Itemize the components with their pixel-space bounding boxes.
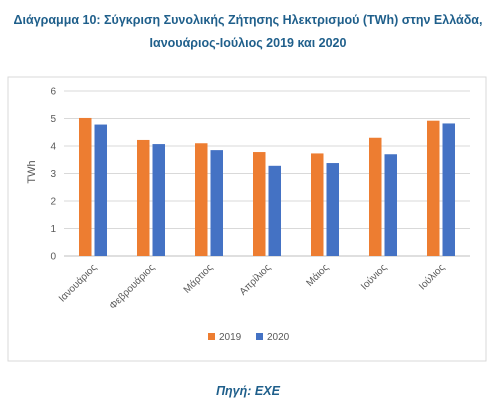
y-tick-5: 5 bbox=[50, 114, 56, 125]
bar-2019-5 bbox=[311, 153, 324, 256]
y-tick-4: 4 bbox=[50, 142, 56, 153]
bar-2020-3 bbox=[210, 150, 223, 256]
chart-title-line2: Ιανουάριος-Ιούλιος 2019 και 2020 bbox=[149, 36, 347, 50]
bar-2020-1 bbox=[94, 124, 107, 256]
legend-label-2020: 2020 bbox=[267, 332, 290, 343]
y-tick-2: 2 bbox=[50, 197, 56, 208]
bar-2019-2 bbox=[137, 139, 150, 256]
bar-2019-1 bbox=[79, 117, 92, 256]
bar-2020-6 bbox=[384, 154, 397, 256]
chart-title-line1: Διάγραμμα 10: Σύγκριση Συνολικής Ζήτησης… bbox=[13, 13, 483, 27]
bar-2019-6 bbox=[369, 137, 382, 256]
bar-2020-4 bbox=[268, 165, 281, 256]
bar-2020-5 bbox=[326, 163, 339, 256]
bar-2019-4 bbox=[253, 152, 266, 256]
y-axis-label: TWh bbox=[26, 160, 38, 183]
legend-swatch-2019 bbox=[208, 333, 215, 340]
bar-2020-7 bbox=[442, 123, 455, 256]
y-tick-3: 3 bbox=[50, 169, 56, 180]
bar-2019-7 bbox=[427, 120, 440, 256]
y-tick-labels: 0 1 2 3 4 5 6 bbox=[50, 87, 56, 263]
gridlines bbox=[64, 90, 470, 257]
bar-2019-3 bbox=[195, 143, 208, 256]
bar-2020-2 bbox=[152, 144, 165, 256]
y-tick-0: 0 bbox=[50, 252, 56, 263]
bars bbox=[79, 117, 455, 256]
y-tick-1: 1 bbox=[50, 224, 56, 235]
source-note: Πηγή: ΕΧΕ bbox=[216, 384, 280, 398]
legend: 2019 2020 bbox=[208, 332, 290, 343]
legend-swatch-2020 bbox=[256, 333, 263, 340]
legend-label-2019: 2019 bbox=[219, 332, 242, 343]
y-tick-6: 6 bbox=[50, 87, 56, 98]
